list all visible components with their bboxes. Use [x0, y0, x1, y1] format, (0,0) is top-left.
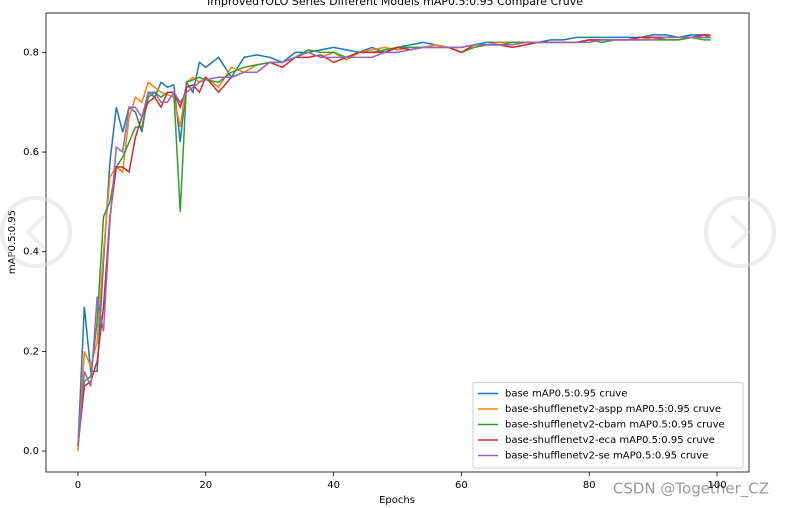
prev-chevron [25, 214, 46, 250]
y-tick-label: 0.0 [23, 446, 39, 457]
y-tick-label: 0.4 [23, 247, 39, 258]
y-axis-label: mAP0.5:0.95 [7, 210, 18, 274]
legend-label: base-shufflenetv2-se mAP0.5:0.95 cruve [505, 451, 708, 462]
legend-label: base-shufflenetv2-cbam mAP0.5:0.95 cruve [505, 420, 725, 431]
series-line [77, 36, 711, 447]
x-tick-label: 80 [583, 480, 596, 491]
legend-box [472, 382, 744, 469]
y-tick-label: 0.2 [23, 346, 39, 357]
watermark: CSDN @Together_CZ [613, 480, 769, 499]
next-arrow[interactable] [704, 196, 776, 268]
prev-circle [0, 196, 72, 268]
y-tick-label: 0.6 [23, 147, 39, 158]
x-tick-label: 20 [199, 480, 212, 491]
x-axis-label: Epochs [379, 495, 415, 506]
x-tick-label: 40 [327, 480, 340, 491]
chart-title: ImprovedYOLO Series Different Models mAP… [207, 0, 583, 8]
prev-arrow[interactable] [0, 196, 72, 268]
series-line [77, 34, 711, 447]
x-tick-label: 60 [455, 480, 468, 491]
legend-label: base-shufflenetv2-aspp mAP0.5:0.95 cruve [505, 404, 721, 415]
plot-frame [45, 12, 750, 473]
x-tick-label: 100 [707, 480, 726, 491]
x-tick-label: 0 [75, 480, 81, 491]
legend-label: base-shufflenetv2-eca mAP0.5:0.95 cruve [505, 435, 715, 446]
next-circle [704, 196, 776, 268]
next-chevron [730, 214, 751, 250]
legend: base mAP0.5:0.95 cruve base-shufflenetv2-… [472, 382, 744, 469]
y-tick-label: 0.8 [23, 47, 39, 58]
legend-label: base mAP0.5:0.95 cruve [505, 389, 627, 400]
